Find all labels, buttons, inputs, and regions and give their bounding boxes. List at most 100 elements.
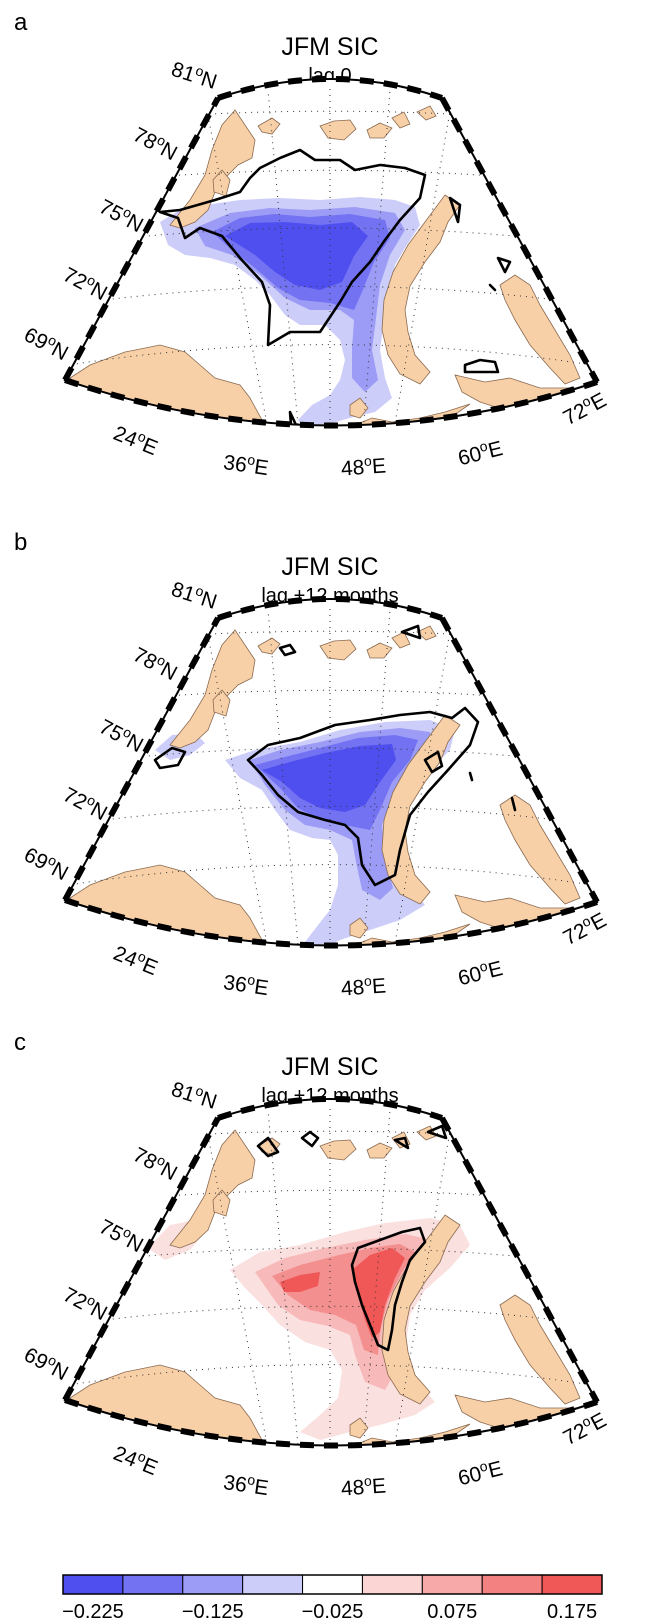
land-mass: [354, 403, 471, 426]
significance-contour: [246, 706, 480, 887]
longitude-label: 60oE: [455, 434, 505, 470]
land-mass: [319, 639, 357, 661]
significance-contour: [288, 410, 312, 426]
significance-contour: [393, 1136, 410, 1150]
latitude-label: 69oN: [20, 1341, 73, 1386]
longitude-label: 36oE: [222, 968, 270, 1000]
colorbar-segment: [182, 1574, 244, 1595]
land-mass: [499, 794, 581, 905]
land-mass: [366, 1142, 393, 1159]
land-mass: [212, 169, 231, 197]
colorbar-segment: [361, 1574, 423, 1595]
significance-contour: [423, 750, 444, 774]
land-mass: [319, 1139, 357, 1161]
frame-ticks: [217, 1096, 443, 1121]
panel-letter: a: [14, 9, 28, 36]
land-mass: [416, 105, 437, 121]
map-area: [65, 79, 597, 426]
longitude-label: 60oE: [455, 954, 505, 990]
latitude-label: 75oN: [95, 1213, 148, 1258]
colorbar-tick-label: 0.075: [427, 1601, 477, 1622]
land-mass: [319, 119, 357, 141]
frame-ticks: [64, 377, 598, 429]
anomaly-contour-fill: [225, 222, 368, 290]
latitude-gridline: [65, 344, 597, 378]
land-mass: [349, 917, 369, 939]
colorbar-segment: [302, 1574, 363, 1595]
land-mass: [212, 689, 231, 717]
colorbar-segment: [481, 1574, 543, 1595]
latitude-label: 81oN: [168, 575, 220, 614]
frame-ticks: [62, 96, 221, 382]
land-mass: [366, 642, 393, 659]
significance-contour: [488, 283, 497, 292]
latitude-label: 69oN: [20, 841, 73, 886]
longitude-gridline: [204, 99, 271, 426]
longitude-label: 36oE: [222, 1468, 270, 1500]
frame-ticks: [217, 76, 443, 101]
map-area: [65, 599, 597, 946]
latitude-gridline: [65, 864, 597, 898]
colorbar-segment: [541, 1574, 603, 1595]
land-mass: [212, 1189, 231, 1217]
latitude-label: 72oN: [59, 781, 112, 826]
land-mass: [169, 629, 256, 749]
land-mass: [257, 637, 281, 655]
frame-ticks: [64, 897, 598, 949]
colorbar-segment: [62, 1574, 124, 1595]
land-mass: [169, 1129, 256, 1249]
colorbar-tick-label: −0.125: [182, 1601, 244, 1622]
land-mass: [257, 117, 281, 135]
significance-contour: [510, 796, 517, 812]
panel-letter: c: [14, 1029, 26, 1056]
land-mass: [499, 1294, 581, 1405]
significance-contour: [400, 624, 422, 640]
significance-contour: [153, 746, 187, 770]
significance-contour: [426, 1124, 448, 1140]
latitude-label: 75oN: [95, 193, 148, 238]
frame-ticks: [439, 1116, 600, 1404]
longitude-label: 36oE: [222, 448, 270, 480]
anomaly-contour-fill: [262, 744, 396, 812]
latitude-label: 75oN: [95, 713, 148, 758]
colorbar: −0.225 −0.125 −0.025 0.075 0.175: [62, 1574, 603, 1622]
longitude-label: 24oE: [110, 419, 162, 460]
colorbar-tick-label: −0.225: [62, 1601, 124, 1622]
latitude-label: 78oN: [129, 641, 182, 686]
frame-ticks: [439, 616, 600, 904]
panel-title: JFM SIC: [281, 553, 378, 581]
longitude-label: 24oE: [110, 939, 162, 980]
longitude-label: 24oE: [110, 1439, 162, 1480]
land-mass: [366, 122, 393, 139]
latitude-gridline: [65, 1364, 597, 1398]
significance-contour: [448, 196, 462, 224]
frame-ticks: [62, 616, 221, 902]
significance-contour: [468, 771, 474, 782]
longitude-gridline: [204, 1119, 271, 1446]
land-mass: [499, 274, 581, 385]
land-mass: [354, 1423, 471, 1446]
latitude-label: 78oN: [129, 121, 182, 166]
panel-title: JFM SIC: [281, 33, 378, 61]
significance-contour: [278, 643, 297, 657]
colorbar-tick-label: −0.025: [302, 1601, 364, 1622]
panel-letter: b: [14, 529, 27, 556]
significance-contour: [463, 358, 500, 374]
land-mass: [169, 109, 256, 229]
land-mass: [381, 194, 461, 385]
land-mass: [391, 631, 411, 649]
frame-ticks: [62, 1116, 221, 1402]
frame-ticks: [64, 1397, 598, 1449]
latitude-label: 72oN: [59, 261, 112, 306]
longitude-label: 48oE: [340, 451, 387, 480]
colorbar-segment: [421, 1574, 483, 1595]
longitude-label: 60oE: [455, 1454, 505, 1490]
land-mass: [416, 625, 437, 641]
significance-contour: [350, 1226, 427, 1352]
land-mass: [349, 1417, 369, 1439]
longitude-gridline: [204, 619, 271, 946]
